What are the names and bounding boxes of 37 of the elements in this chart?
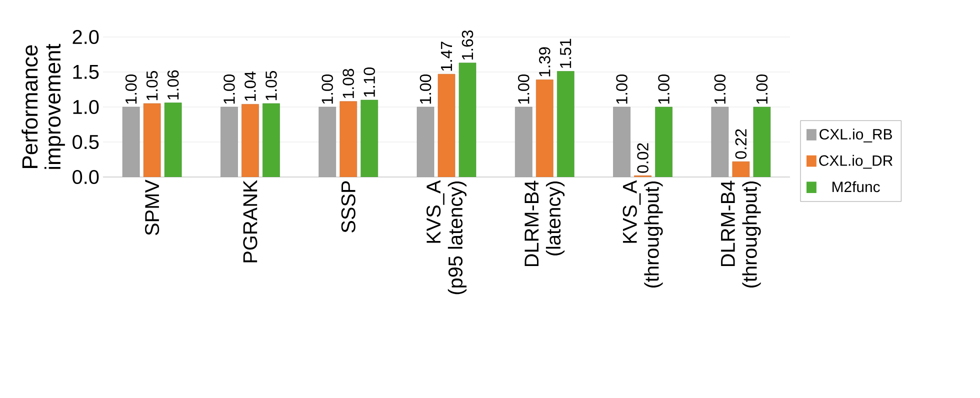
data-label: 1.00 bbox=[756, 74, 768, 104]
y-tick-label: 2.0 bbox=[72, 30, 99, 44]
x-tick-label: KVS_A (throughput) bbox=[622, 180, 663, 288]
data-label: 1.00 bbox=[518, 74, 530, 104]
data-label: 1.06 bbox=[167, 70, 179, 100]
y-tick-label: 1.5 bbox=[73, 65, 99, 79]
x-tick-label: SPMV bbox=[145, 180, 160, 236]
x-tick-label: DLRM-B4 (throughput) bbox=[721, 180, 761, 288]
data-label: 1.39 bbox=[539, 47, 550, 76]
data-label: 1.00 bbox=[420, 74, 432, 104]
data-label: 0.02 bbox=[637, 143, 648, 173]
data-label: 1.63 bbox=[462, 30, 474, 60]
y-axis-title: Performance improvement bbox=[22, 44, 65, 169]
data-label: 1.51 bbox=[560, 38, 572, 68]
x-tick-label: PGRANK bbox=[243, 180, 258, 262]
data-label: 1.00 bbox=[125, 74, 137, 104]
legend-label: M2func bbox=[832, 181, 880, 192]
data-label: 1.08 bbox=[342, 68, 354, 98]
data-label: 1.00 bbox=[616, 74, 628, 104]
x-tick-label: DLRM-B4 (latency) bbox=[524, 180, 565, 266]
x-tick-label: SSSP bbox=[341, 181, 356, 232]
data-label: 1.47 bbox=[441, 42, 452, 71]
y-tick-label: 0.0 bbox=[72, 170, 99, 184]
data-label: 1.04 bbox=[244, 72, 256, 101]
data-label: 1.05 bbox=[146, 71, 158, 100]
data-label: 1.00 bbox=[322, 74, 334, 104]
data-label: 1.00 bbox=[714, 74, 726, 104]
legend-label: CXL.io_RB bbox=[820, 128, 892, 142]
data-label: 1.00 bbox=[224, 74, 235, 104]
x-tick-label: KVS_A (p95 latency) bbox=[426, 180, 466, 294]
y-tick-label: 0.5 bbox=[72, 134, 99, 150]
legend-label: CXL.io_DR bbox=[819, 154, 892, 169]
data-label: 1.05 bbox=[266, 71, 277, 100]
data-label: 1.00 bbox=[658, 74, 670, 104]
data-label: 1.10 bbox=[364, 67, 376, 97]
y-tick-label: 1.0 bbox=[73, 100, 99, 114]
data-label: 0.22 bbox=[735, 129, 747, 159]
